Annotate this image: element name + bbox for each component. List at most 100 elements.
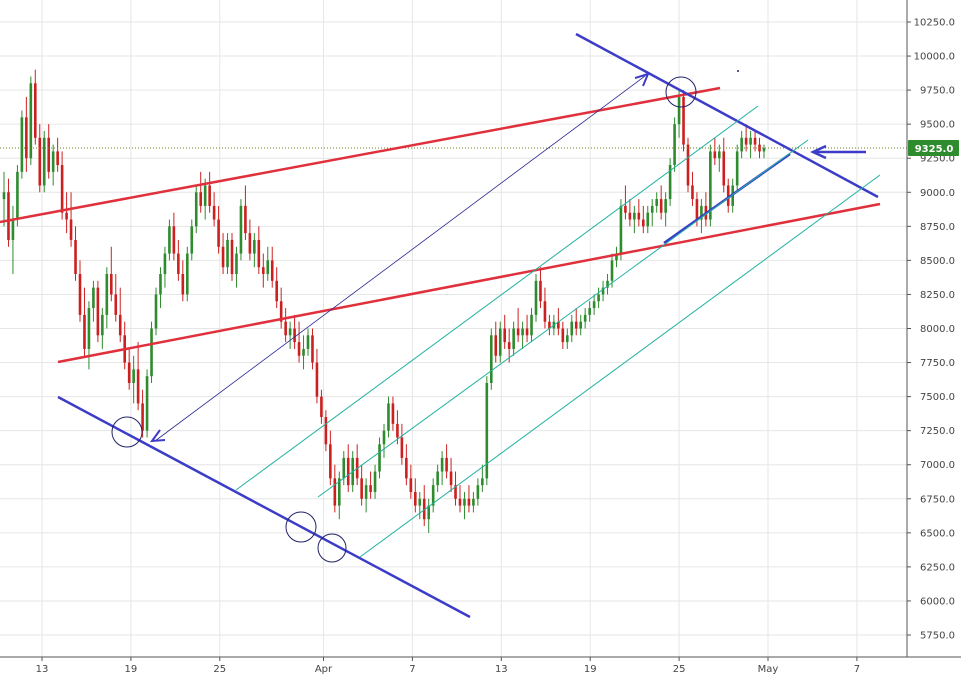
candle-body: [279, 301, 283, 322]
candle-body: [467, 498, 471, 506]
candle-body: [485, 382, 489, 479]
candle-body: [628, 212, 632, 220]
candle-body: [418, 498, 422, 506]
candle-body: [190, 226, 194, 254]
candle-body: [713, 151, 717, 159]
candle-body: [150, 328, 153, 377]
candle-body: [570, 321, 574, 336]
x-tick-label: 25: [213, 664, 226, 675]
y-tick-label: 9000.0: [920, 188, 955, 199]
y-tick-label: 8500.0: [920, 256, 955, 267]
candle-body: [364, 485, 368, 499]
red-support-line: [57, 202, 881, 364]
candle-body: [476, 485, 480, 499]
candle-body: [172, 226, 176, 254]
candle-body: [203, 185, 207, 206]
candle-body: [360, 478, 363, 499]
x-tick-label: 25: [673, 664, 686, 675]
candle-body: [709, 151, 712, 220]
candle-body: [539, 280, 542, 302]
candle-body: [212, 205, 216, 220]
candle-body: [226, 239, 229, 268]
candle-body: [624, 205, 627, 213]
candle-body: [387, 403, 390, 431]
candle-body: [695, 199, 699, 220]
y-tick-label: 7250.0: [920, 426, 955, 437]
candle-body: [297, 342, 301, 356]
candle-body: [601, 287, 605, 295]
candle-body: [440, 457, 444, 472]
red-resistance-line: [0, 86, 721, 224]
candle-body: [311, 335, 314, 363]
candle-body: [691, 185, 694, 200]
candle-body: [105, 274, 109, 315]
y-tick-label: 6750.0: [920, 494, 955, 505]
candle-body: [315, 362, 319, 397]
candle-body: [579, 321, 583, 329]
candle-body: [320, 396, 323, 418]
candle-body: [127, 362, 131, 383]
x-tick-label: May: [758, 664, 779, 675]
candle-body: [132, 369, 135, 383]
candle-body: [78, 274, 82, 315]
y-tick-label: 9500.0: [920, 120, 955, 131]
candle-body: [686, 144, 690, 186]
candle-body: [557, 321, 560, 329]
candle-body: [413, 491, 417, 506]
y-tick-label: 7500.0: [920, 392, 955, 403]
touch-point-circle: [285, 511, 317, 543]
candle-body: [87, 308, 91, 349]
candle-body: [56, 151, 59, 166]
candle-body: [548, 321, 551, 329]
y-tick-label: 9750.0: [920, 86, 955, 97]
candle-body: [498, 328, 502, 356]
candle-body: [659, 199, 663, 213]
candle-body: [574, 321, 578, 329]
candle-body: [717, 151, 721, 159]
candle-body: [136, 369, 140, 404]
y-tick-label: 8000.0: [920, 324, 955, 335]
pointer-arrow-head-icon: [810, 144, 827, 160]
candle-body: [762, 148, 766, 152]
candle-body: [145, 376, 149, 431]
candle-body: [458, 498, 462, 506]
candle-body: [25, 117, 28, 159]
candle-body: [633, 212, 636, 220]
candle-body: [11, 219, 15, 240]
candle-body: [445, 457, 448, 472]
candle-body: [163, 253, 167, 275]
candle-body: [619, 205, 623, 254]
candle-body: [257, 239, 261, 268]
candle-body: [753, 137, 757, 145]
candle-body: [275, 280, 279, 302]
candle-body: [302, 348, 305, 356]
y-tick-label: 8750.0: [920, 222, 955, 233]
candle-body: [181, 274, 185, 295]
measure-line: [154, 75, 646, 442]
candle-body: [346, 457, 350, 486]
candle-body: [749, 137, 752, 145]
candle-body: [306, 335, 310, 349]
candle-body: [409, 478, 413, 492]
candle-body: [610, 260, 614, 281]
candle-body: [561, 328, 565, 343]
candle-body: [154, 294, 158, 329]
candle-body: [7, 192, 10, 240]
candle-body: [646, 212, 650, 227]
x-tick-label: Apr: [315, 664, 333, 675]
candle-body: [583, 314, 587, 322]
candle-body: [239, 205, 243, 254]
candle-body: [673, 124, 676, 166]
candle-body: [615, 253, 618, 261]
candle-body: [677, 96, 681, 125]
candle-body: [373, 471, 377, 492]
y-tick-label: 6000.0: [920, 596, 955, 607]
candle-body: [118, 314, 122, 336]
teal-channel-lower-line: [359, 174, 881, 558]
candle-body: [650, 205, 654, 213]
x-tick-label: 19: [125, 664, 138, 675]
candle-body: [597, 294, 600, 302]
candle-body: [83, 314, 86, 349]
